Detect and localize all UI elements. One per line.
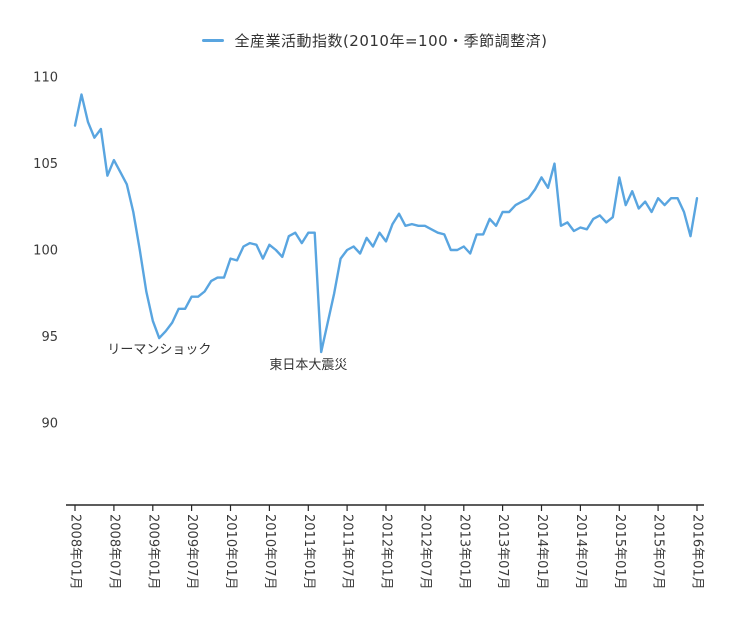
annotation-label: リーマンショック bbox=[107, 343, 211, 358]
y-tick-label: 95 bbox=[41, 330, 58, 345]
series-line bbox=[73, 93, 699, 354]
annotation-label: 東日本大震災 bbox=[269, 357, 347, 373]
x-tick-label: 2011年07月 bbox=[340, 514, 355, 590]
x-tick-label: 2010年07月 bbox=[262, 514, 277, 590]
x-tick-label: 2016年01月 bbox=[690, 514, 705, 590]
y-tick-label: 90 bbox=[41, 416, 58, 431]
x-tick-label: 2012年01月 bbox=[379, 514, 394, 590]
x-tick-label: 2011年01月 bbox=[301, 514, 316, 590]
x-tick-label: 2014年07月 bbox=[573, 514, 588, 590]
x-tick-label: 2014年01月 bbox=[534, 514, 549, 590]
y-tick-label: 105 bbox=[33, 157, 58, 172]
x-tick-label: 2012年07月 bbox=[417, 514, 432, 590]
x-tick-label: 2010年01月 bbox=[223, 514, 238, 590]
y-tick-label: 110 bbox=[33, 71, 58, 86]
legend-line-swatch bbox=[202, 39, 225, 42]
x-tick-label: 2013年01月 bbox=[456, 514, 471, 590]
chart-legend: 全産業活動指数(2010年=100・季節調整済) bbox=[0, 30, 750, 51]
x-tick-label: 2013年07月 bbox=[495, 514, 510, 590]
x-tick-label: 2008年01月 bbox=[68, 514, 83, 590]
y-tick-label: 100 bbox=[33, 244, 58, 259]
x-tick-label: 2015年01月 bbox=[612, 514, 627, 590]
x-tick-label: 2009年07月 bbox=[184, 514, 199, 590]
x-tick-label: 2008年07月 bbox=[106, 514, 121, 590]
x-tick-label: 2015年07月 bbox=[651, 514, 666, 590]
legend-label: 全産業活動指数(2010年=100・季節調整済) bbox=[234, 32, 548, 50]
x-tick-label: 2009年01月 bbox=[145, 514, 160, 590]
